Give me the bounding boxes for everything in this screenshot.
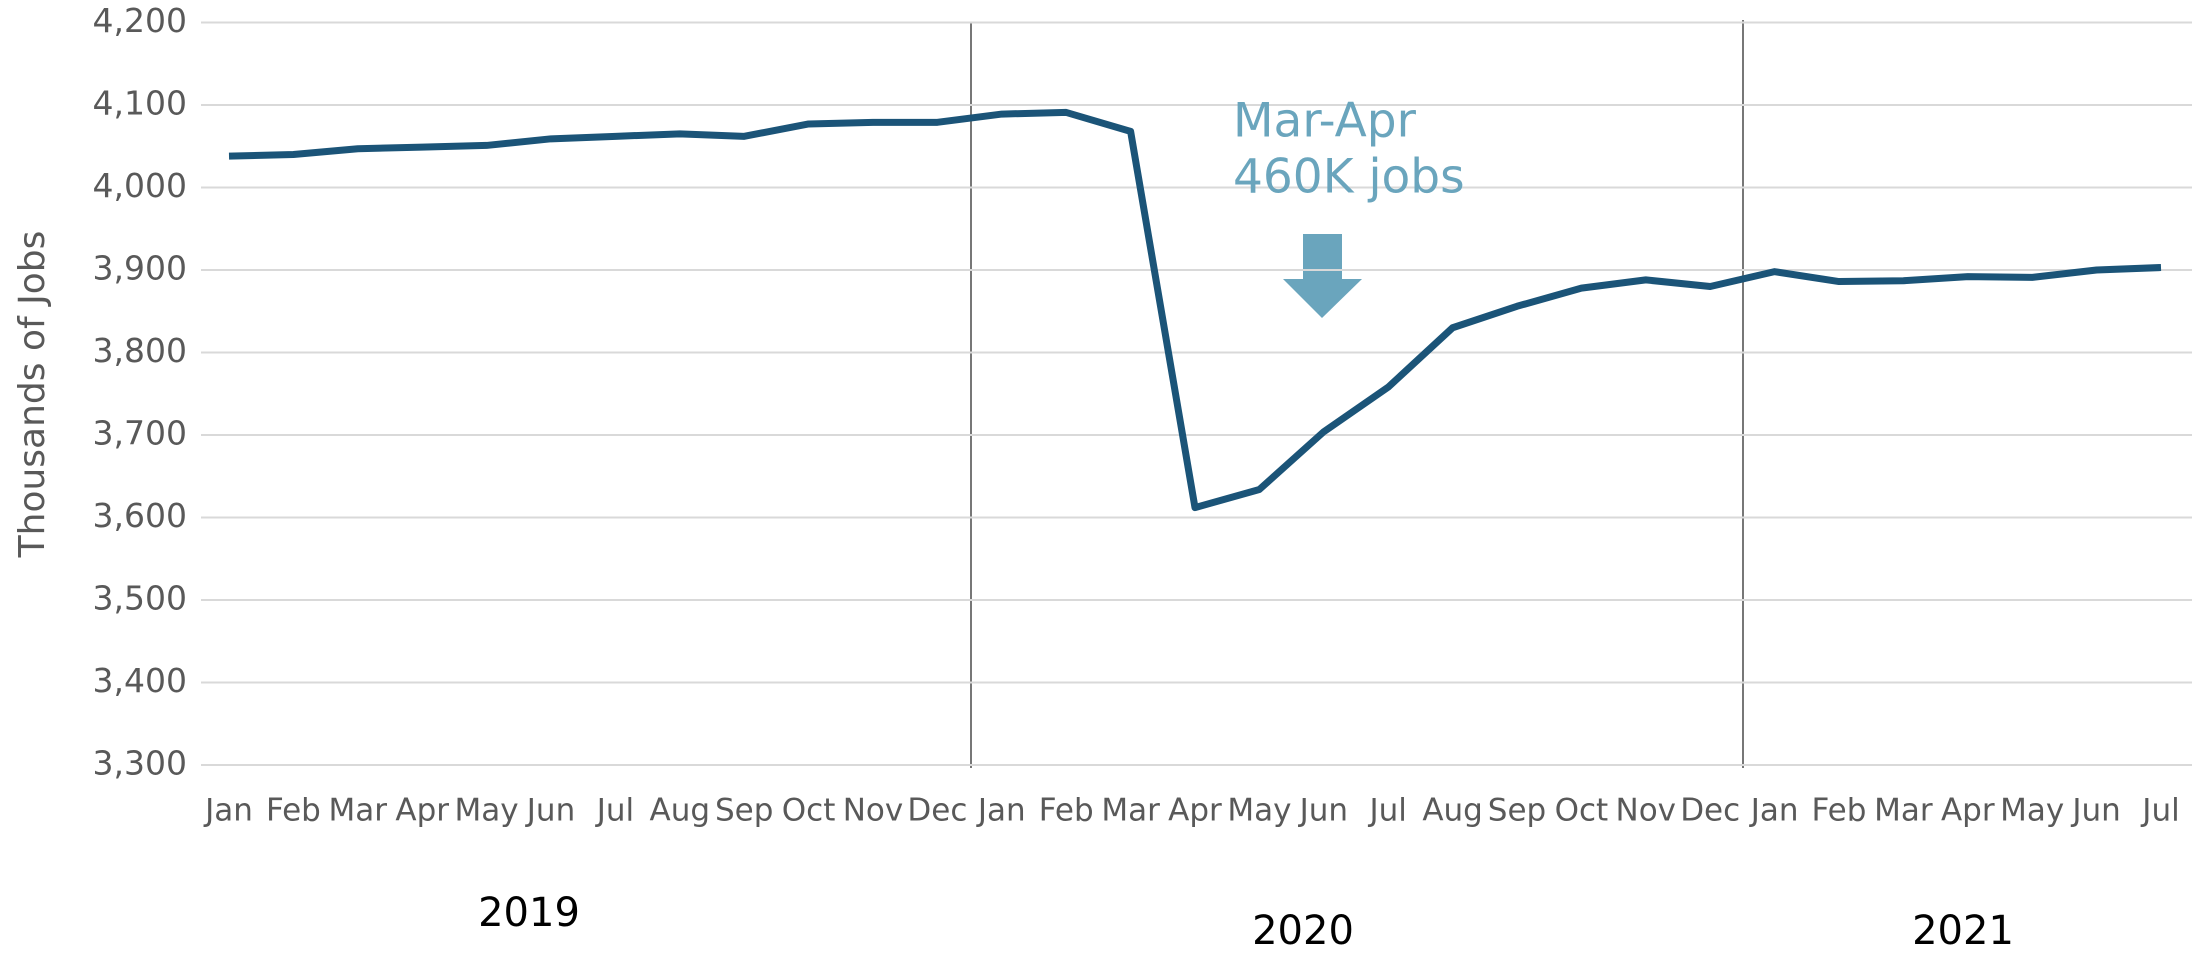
x-tick-label: Sep (715, 793, 773, 829)
x-tick-label: Oct (1555, 793, 1609, 829)
x-tick-label: Aug (650, 793, 711, 829)
x-tick-label: Jun (2070, 793, 2120, 829)
annotation-text: 460K jobs (1233, 150, 1465, 205)
x-tick-label: Apr (395, 793, 449, 829)
x-tick-label: Apr (1168, 793, 1222, 829)
x-tick-label: Jul (2140, 793, 2179, 829)
year-label: 2021 (1912, 908, 2014, 953)
x-tick-label: Jul (1367, 793, 1406, 829)
x-tick-label: Feb (1039, 793, 1094, 829)
x-tick-label: Jan (1749, 793, 1799, 829)
y-tick-label: 4,000 (93, 166, 187, 205)
x-tick-label: Jun (1298, 793, 1348, 829)
x-tick-label: Feb (266, 793, 321, 829)
x-tick-label: Nov (843, 793, 904, 829)
x-tick-label: Dec (907, 793, 967, 829)
arrow-shaft (1303, 234, 1342, 280)
y-tick-label: 3,400 (93, 661, 187, 700)
x-tick-label: Mar (1874, 793, 1933, 829)
annotation-arrow (1283, 234, 1362, 318)
x-tick-label: May (455, 793, 519, 829)
x-tick-label: Apr (1941, 793, 1995, 829)
x-tick-label: Dec (1680, 793, 1740, 829)
x-tick-label: Oct (782, 793, 836, 829)
x-tick-label: Jan (203, 793, 253, 829)
x-tick-label: Mar (1101, 793, 1160, 829)
year-label: 2019 (478, 890, 580, 936)
y-tick-label: 3,700 (93, 414, 187, 453)
x-tick-label: Feb (1812, 793, 1867, 829)
annotation-text: Mar-Apr (1233, 94, 1417, 149)
y-tick-label: 3,500 (93, 579, 187, 618)
y-tick-label: 3,300 (93, 744, 187, 783)
y-tick-label: 4,200 (93, 1, 187, 40)
y-axis-label: Thousands of Jobs (12, 231, 53, 559)
x-tick-label: May (2000, 793, 2064, 829)
y-tick-label: 3,600 (93, 496, 187, 535)
y-tick-label: 3,900 (93, 249, 187, 288)
y-tick-label: 4,100 (93, 84, 187, 123)
y-tick-label: 3,800 (93, 331, 187, 370)
x-tick-label: Mar (329, 793, 388, 829)
x-tick-label: Nov (1616, 793, 1677, 829)
data-line (228, 108, 2162, 512)
x-tick-label: May (1227, 793, 1291, 829)
x-tick-label: Jul (595, 793, 634, 829)
x-tick-label: Sep (1488, 793, 1546, 829)
x-tick-label: Jan (976, 793, 1026, 829)
arrow-head (1283, 279, 1362, 318)
x-tick-label: Aug (1422, 793, 1483, 829)
x-tick-label: Jun (525, 793, 575, 829)
year-label: 2020 (1252, 908, 1354, 953)
